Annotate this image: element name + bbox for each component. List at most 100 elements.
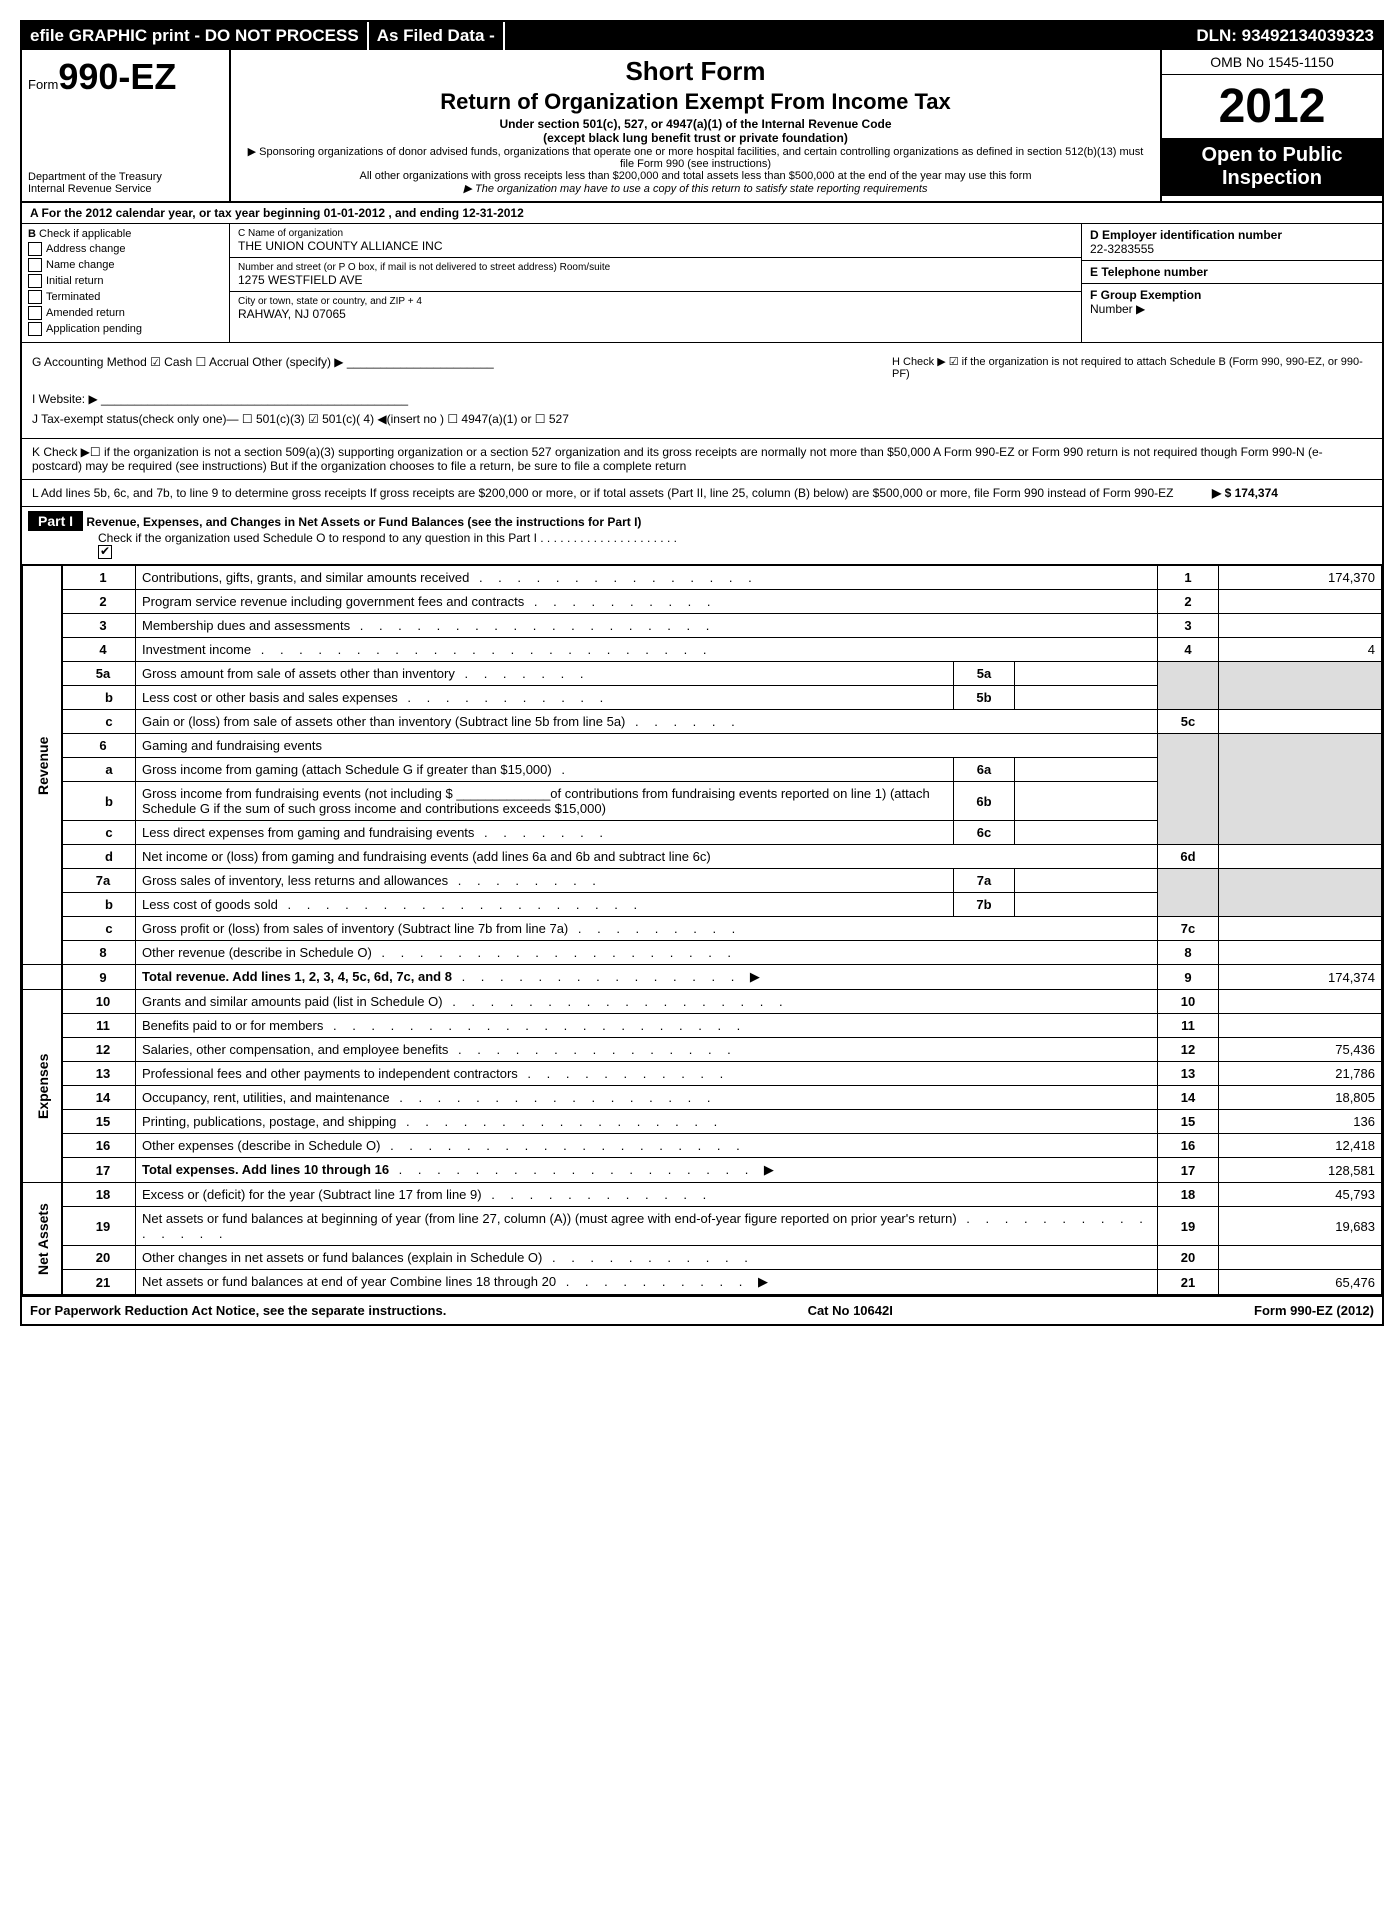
- line-desc: Occupancy, rent, utilities, and maintena…: [142, 1090, 390, 1105]
- part-1-label: Part I: [28, 511, 83, 531]
- ein-label: D Employer identification number: [1090, 228, 1282, 242]
- form-no-big: 990-EZ: [58, 56, 176, 97]
- table-row: 13Professional fees and other payments t…: [23, 1062, 1382, 1086]
- note-3: ▶ The organization may have to use a cop…: [241, 182, 1150, 195]
- line-desc: Less cost or other basis and sales expen…: [142, 690, 398, 705]
- b-check-text: Check if applicable: [39, 228, 131, 240]
- dept-treasury: Department of the Treasury: [28, 171, 223, 183]
- table-row: 2Program service revenue including gover…: [23, 590, 1382, 614]
- subtitle-2: (except black lung benefit trust or priv…: [241, 131, 1150, 145]
- title-return: Return of Organization Exempt From Incom…: [241, 89, 1150, 115]
- cb-address-change[interactable]: Address change: [28, 242, 223, 256]
- line-amount: [1219, 917, 1382, 941]
- table-row: 14Occupancy, rent, utilities, and mainte…: [23, 1086, 1382, 1110]
- efile-notice: efile GRAPHIC print - DO NOT PROCESS: [22, 22, 369, 50]
- line-amount: [1219, 1014, 1382, 1038]
- org-city-box: City or town, state or country, and ZIP …: [230, 292, 1081, 325]
- line-amount: 21,786: [1219, 1062, 1382, 1086]
- cb-name-change[interactable]: Name change: [28, 258, 223, 272]
- checkbox-icon: [28, 258, 42, 272]
- checkbox-icon: [28, 290, 42, 304]
- line-amount: 136: [1219, 1110, 1382, 1134]
- line-desc: Gain or (loss) from sale of assets other…: [142, 714, 625, 729]
- line-amount: 174,370: [1219, 566, 1382, 590]
- line-desc: Gross sales of inventory, less returns a…: [142, 873, 448, 888]
- group-exemption-box: F Group Exemption Number ▶: [1082, 284, 1382, 320]
- line-amount: 128,581: [1219, 1158, 1382, 1183]
- title-short-form: Short Form: [241, 56, 1150, 87]
- schedule-o-checkbox-icon: [98, 545, 112, 559]
- line-l-amount: ▶ $ 174,374: [1212, 486, 1372, 500]
- table-row: cGross profit or (loss) from sales of in…: [23, 917, 1382, 941]
- line-desc: Less cost of goods sold: [142, 897, 278, 912]
- table-row: 9Total revenue. Add lines 1, 2, 3, 4, 5c…: [23, 965, 1382, 990]
- part-1-subtitle: Check if the organization used Schedule …: [98, 531, 677, 545]
- line-desc: Net income or (loss) from gaming and fun…: [136, 845, 1158, 869]
- cb-label: Initial return: [46, 275, 103, 287]
- header-left: Form990-EZ Department of the Treasury In…: [22, 50, 231, 201]
- note-2: All other organizations with gross recei…: [241, 170, 1150, 182]
- lines-table: Revenue 1Contributions, gifts, grants, a…: [22, 565, 1382, 1295]
- part-1-header: Part I Revenue, Expenses, and Changes in…: [22, 507, 1382, 565]
- ein-value: 22-3283555: [1090, 242, 1154, 256]
- org-addr-box: Number and street (or P O box, if mail i…: [230, 258, 1081, 292]
- table-row: Expenses 10Grants and similar amounts pa…: [23, 990, 1382, 1014]
- phone-label: E Telephone number: [1090, 265, 1208, 279]
- cb-label: Amended return: [46, 307, 125, 319]
- ein-box: D Employer identification number 22-3283…: [1082, 224, 1382, 261]
- part-1-title: Revenue, Expenses, and Changes in Net As…: [86, 515, 641, 529]
- group-ex-label: F Group Exemption: [1090, 288, 1201, 302]
- cb-terminated[interactable]: Terminated: [28, 290, 223, 304]
- line-amount: 65,476: [1219, 1270, 1382, 1295]
- section-g-to-l: G Accounting Method ☑ Cash ☐ Accrual Oth…: [22, 343, 1382, 439]
- col-c-org-info: C Name of organization THE UNION COUNTY …: [230, 224, 1082, 342]
- header-right: OMB No 1545-1150 2012 Open to Public Ins…: [1160, 50, 1382, 201]
- topbar-spacer: [505, 22, 1189, 50]
- col-d-e-f: D Employer identification number 22-3283…: [1082, 224, 1382, 342]
- dept-block: Department of the Treasury Internal Reve…: [28, 171, 223, 195]
- cb-label: Address change: [46, 243, 126, 255]
- cb-initial-return[interactable]: Initial return: [28, 274, 223, 288]
- omb-number: OMB No 1545-1150: [1162, 50, 1382, 75]
- group-ex-number: Number ▶: [1090, 302, 1145, 316]
- line-amount: [1219, 590, 1382, 614]
- cb-application-pending[interactable]: Application pending: [28, 322, 223, 336]
- line-amount: [1219, 845, 1382, 869]
- dln-number: DLN: 93492134039323: [1188, 22, 1382, 50]
- org-addr-label: Number and street (or P O box, if mail i…: [238, 262, 1073, 273]
- open-public-2: Inspection: [1162, 167, 1382, 190]
- line-l-text: L Add lines 5b, 6c, and 7b, to line 9 to…: [32, 486, 1212, 500]
- line-desc: Grants and similar amounts paid (list in…: [142, 994, 443, 1009]
- line-desc: Other expenses (describe in Schedule O): [142, 1138, 380, 1153]
- line-desc: Net assets or fund balances at beginning…: [142, 1211, 957, 1226]
- line-amount: [1219, 614, 1382, 638]
- header-middle: Short Form Return of Organization Exempt…: [231, 50, 1160, 201]
- line-desc: Other changes in net assets or fund bala…: [142, 1250, 542, 1265]
- line-desc: Program service revenue including govern…: [142, 594, 524, 609]
- table-row: 15Printing, publications, postage, and s…: [23, 1110, 1382, 1134]
- line-desc: Investment income: [142, 642, 251, 657]
- as-filed-label: As Filed Data -: [369, 22, 505, 50]
- org-name-label: C Name of organization: [238, 228, 1073, 239]
- b-label: B: [28, 228, 36, 240]
- tax-year: 2012: [1162, 75, 1382, 138]
- table-row: 17Total expenses. Add lines 10 through 1…: [23, 1158, 1382, 1183]
- org-name-box: C Name of organization THE UNION COUNTY …: [230, 224, 1081, 258]
- table-row: dNet income or (loss) from gaming and fu…: [23, 845, 1382, 869]
- table-row: Revenue 1Contributions, gifts, grants, a…: [23, 566, 1382, 590]
- line-desc: Benefits paid to or for members: [142, 1018, 323, 1033]
- table-row: 20Other changes in net assets or fund ba…: [23, 1246, 1382, 1270]
- dept-irs: Internal Revenue Service: [28, 183, 223, 195]
- side-label-net-assets: Net Assets: [23, 1183, 63, 1295]
- table-row: 11Benefits paid to or for members . . . …: [23, 1014, 1382, 1038]
- line-desc: Printing, publications, postage, and shi…: [142, 1114, 396, 1129]
- line-desc: Professional fees and other payments to …: [142, 1066, 518, 1081]
- section-l: L Add lines 5b, 6c, and 7b, to line 9 to…: [22, 480, 1382, 507]
- open-public-1: Open to Public: [1162, 144, 1382, 167]
- line-g-accounting: G Accounting Method ☑ Cash ☐ Accrual Oth…: [32, 355, 892, 380]
- cb-amended-return[interactable]: Amended return: [28, 306, 223, 320]
- table-row: 5aGross amount from sale of assets other…: [23, 662, 1382, 686]
- cb-label: Application pending: [46, 323, 142, 335]
- line-amount: [1219, 1246, 1382, 1270]
- line-desc: Gaming and fundraising events: [136, 734, 1158, 758]
